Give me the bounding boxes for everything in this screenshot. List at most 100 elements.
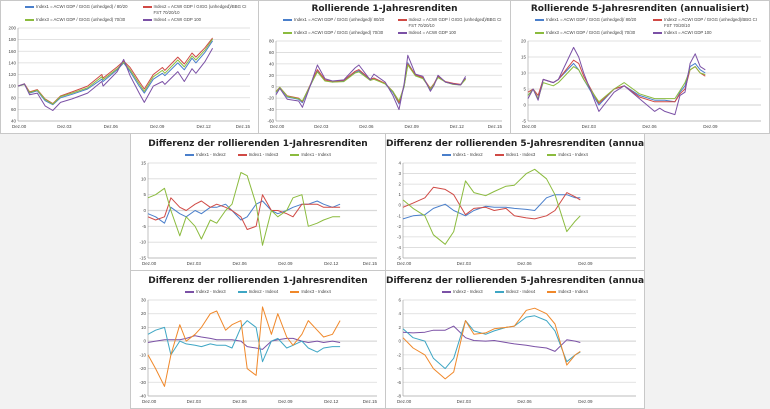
series-line-purple [275, 54, 467, 111]
x-tick-label: Dez.09 [278, 261, 293, 266]
legend-entry: Index1 - Index4 [290, 152, 331, 158]
legend-label: Index1 = ACWI GDP / GIGG (unhedged) / 80… [36, 4, 128, 9]
chart-title: Rollierende 5-Jahresrenditen (annualisie… [530, 4, 750, 14]
y-tick-label: -60 [267, 119, 274, 124]
legend-swatch [442, 154, 452, 156]
legend-label: Index2 - Index3 [196, 289, 226, 294]
y-tick-label: 60 [11, 107, 17, 112]
y-tick-label: -6 [397, 380, 401, 385]
y-tick-label: 60 [269, 50, 275, 55]
legend-label: Index4 = ACWI GDP 100 [153, 17, 202, 22]
chart-plot: -5 0 5 10 15 20 Dez.00 Dez.03 Dez.06 Dez.09 [521, 39, 761, 129]
legend-label: Index1 - Index4 [301, 152, 331, 157]
y-tick-label: 120 [8, 72, 16, 77]
series-line-purple [17, 48, 214, 111]
x-tick-label: Dez.06 [517, 399, 532, 404]
y-tick-label: -1 [397, 213, 401, 218]
x-tick-label: Dez.12 [450, 124, 465, 129]
x-tick-label: Dez.06 [359, 124, 374, 129]
x-tick-label: Dez.09 [150, 124, 165, 129]
chart-legend: Index1 - Index2 Index1 - Index3 Index1 - I… [390, 152, 640, 158]
y-tick-label: -3 [397, 234, 401, 239]
y-tick-label: -30 [139, 380, 146, 385]
y-tick-label: 4 [398, 161, 401, 166]
legend-entry: Index1 = ACWI GDP / GIGG (unhedged) / 80… [25, 4, 133, 15]
y-tick-label: 40 [269, 61, 275, 66]
x-tick-label: Dez.12 [324, 399, 339, 404]
legend-label: Index2 = ACWI GDP / GIGG (unhedged)/BBG … [153, 4, 247, 15]
y-tick-label: 0 [398, 203, 401, 208]
chart-title: Rollierende 1-Jahresrenditen [311, 4, 458, 14]
series-line-green [17, 38, 214, 105]
chart-legend: Index1 = ACWI GDP / GIGG (unhedged)/ 80/… [535, 17, 761, 36]
legend-swatch [547, 154, 557, 156]
legend-swatch [397, 32, 407, 34]
legend-label: Index1 - Index2 [453, 152, 483, 157]
legend-label: Index4 = ACWI GDP 100 [664, 30, 712, 35]
legend-swatch [442, 291, 452, 293]
series-line-orange [402, 307, 581, 380]
y-tick-label: -4 [397, 245, 401, 250]
legend-entry: Index2 - Index3 [185, 289, 226, 295]
legend-label: Index3 - Index4 [558, 289, 588, 294]
legend-entry: Index1 - Index2 [185, 152, 226, 158]
y-tick-label: -20 [139, 366, 146, 371]
series-line-blue [17, 40, 214, 106]
x-tick-label: Dez.06 [104, 124, 119, 129]
y-tick-label: -8 [397, 394, 401, 399]
y-tick-label: 20 [521, 39, 527, 44]
x-tick-label: Dez.00 [12, 124, 27, 129]
legend-swatch [535, 19, 544, 21]
y-tick-label: -4 [397, 366, 401, 371]
series-line-teal [147, 320, 341, 363]
x-tick-label: Dez.06 [232, 261, 247, 266]
x-tick-label: Dez.00 [522, 124, 537, 129]
legend-swatch [290, 291, 300, 293]
chart-diff-1y-index2-3: Differenz der rollierenden 1-Jahresrendi… [130, 270, 386, 409]
x-tick-label: Dez.09 [703, 124, 718, 129]
legend-swatch [397, 19, 407, 21]
x-tick-label: Dez.00 [142, 261, 157, 266]
x-tick-label: Dez.15 [363, 261, 378, 266]
series-line-green [402, 168, 581, 245]
y-tick-label: -15 [139, 256, 146, 261]
y-tick-label: 0 [523, 103, 526, 108]
y-tick-label: -20 [267, 96, 274, 101]
y-tick-label: 80 [269, 39, 275, 44]
legend-label: Index2 = ACWI GDP / GIGG (unhedged)/BBG … [408, 17, 502, 28]
x-tick-label: Dez.03 [314, 124, 329, 129]
legend-swatch [653, 19, 662, 21]
legend-entry: Index1 - Index2 [442, 152, 483, 158]
y-tick-label: 5 [143, 192, 146, 197]
x-tick-label: Dez.00 [397, 261, 412, 266]
legend-label: Index3 - Index4 [301, 289, 331, 294]
legend-label: Index1 - Index3 [248, 152, 279, 157]
chart-plot: -15 -10 -5 0 5 10 15 Dez.00 Dez.03 Dez.06 Dez.09 De… [139, 161, 378, 267]
legend-entry: Index3 - Index4 [290, 289, 331, 295]
series-line-teal [402, 315, 581, 370]
x-tick-label: Dez.15 [236, 124, 251, 129]
y-tick-label: 100 [8, 84, 16, 89]
legend-entry: Index2 = ACWI GDP / GIGG (unhedged)/BBG … [142, 4, 251, 15]
legend-label: Index1 = ACWI GDP / GIGG (unhedged)/ 80/… [294, 17, 385, 22]
series-line-green [275, 64, 466, 102]
y-tick-label: 180 [8, 37, 16, 42]
series-line-green [147, 172, 341, 246]
y-tick-label: 2 [398, 325, 401, 330]
legend-swatch [25, 6, 34, 8]
x-tick-label: Dez.03 [187, 399, 202, 404]
x-tick-label: Dez.12 [196, 124, 211, 129]
legend-swatch [237, 291, 247, 293]
legend-entry: Index1 = ACWI GDP / GIGG (unhedged)/ 80/… [535, 17, 643, 28]
chart-title: Differenz der rollierenden 1-Jahresrendi… [148, 139, 368, 149]
legend-label: Index2 - Index4 [248, 289, 279, 294]
y-tick-label: 10 [521, 71, 527, 76]
series-line-purple [402, 325, 581, 352]
y-tick-label: -10 [139, 352, 146, 357]
legend-swatch [283, 19, 292, 21]
chart-plot: -8 -6 -4 -2 0 2 4 6 Dez.00 Dez.03 Dez.06 Dez.09 [397, 298, 636, 404]
y-tick-label: 0 [398, 339, 401, 344]
legend-swatch [283, 32, 292, 34]
legend-label: Index3 = ACWI GDP / GIGG (unhedged) 70/3… [546, 30, 636, 35]
y-tick-label: 15 [141, 161, 147, 166]
